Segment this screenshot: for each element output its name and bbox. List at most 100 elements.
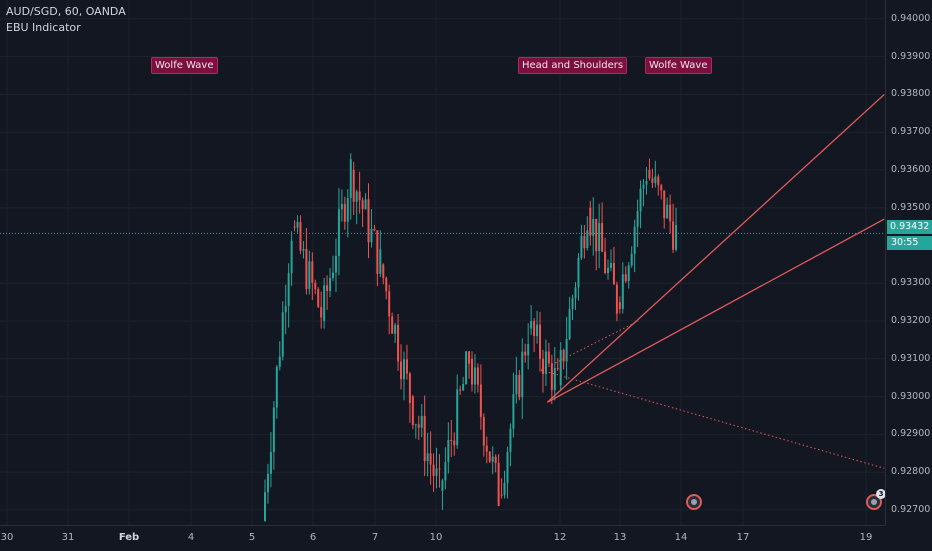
candle-body [432, 464, 435, 476]
candle-body [612, 262, 615, 285]
candle-body [509, 428, 512, 452]
candle-body [349, 159, 352, 198]
candle-body [358, 191, 361, 201]
candle-body [580, 235, 583, 258]
candle-body [323, 285, 326, 322]
candle-body [663, 190, 666, 219]
candle-body [426, 453, 429, 462]
candle-body [337, 209, 340, 256]
candle-body [388, 291, 391, 317]
candle-body [429, 453, 432, 465]
candles [264, 153, 678, 522]
candle-body [544, 351, 547, 374]
candle-body [654, 176, 657, 183]
price-axis[interactable]: 0.94000 0.93900 0.93800 0.93700 0.93600 0.935… [885, 0, 932, 525]
candle-body [609, 262, 612, 268]
price-tick-label: 0.93300 [891, 277, 931, 289]
candle-body [355, 191, 358, 202]
candle-body [518, 374, 521, 398]
candle-body [500, 494, 503, 496]
symbol-title[interactable]: AUD/SGD, 60, OANDA [6, 5, 126, 18]
candle-body [666, 204, 669, 219]
candle-body [527, 344, 530, 356]
candle-body [287, 273, 290, 306]
candle-body [651, 178, 654, 183]
candle-body [675, 225, 678, 250]
trend-lines [540, 93, 885, 469]
price-tick-label: 0.93100 [891, 352, 931, 364]
candle-body [604, 251, 607, 274]
price-tick-label: 0.93200 [891, 315, 931, 327]
candle-body [488, 451, 491, 462]
candle-body [290, 240, 293, 274]
pattern-label-head-and-shoulders[interactable]: Head and Shoulders [518, 57, 628, 74]
candle-body [408, 373, 411, 403]
candle-body [453, 440, 456, 446]
price-tick-label: 0.93500 [891, 201, 931, 213]
candle-body [607, 267, 610, 274]
candle-body [491, 456, 494, 462]
candle-body [272, 407, 275, 452]
indicator-name[interactable]: EBU Indicator [6, 21, 81, 34]
candle-body [423, 415, 426, 462]
candle-body [296, 221, 299, 228]
time-tick-label: 6 [309, 532, 317, 543]
chart-legend: AUD/SGD, 60, OANDA EBU Indicator [6, 4, 126, 36]
candle-body [373, 228, 376, 231]
candle-body [559, 349, 562, 386]
candle-body [550, 363, 553, 391]
candle-body [346, 197, 349, 222]
time-tick-label: 30 [0, 532, 14, 543]
candle-body [317, 289, 320, 308]
price-tick-label: 0.94000 [891, 12, 931, 24]
time-axis[interactable]: 30 31 Feb 4 5 6 7 10 12 13 14 17 19 [0, 525, 885, 551]
candle-body [556, 368, 559, 370]
time-tick-label: 4 [187, 532, 195, 543]
candle-body [660, 185, 663, 191]
candle-body [485, 445, 488, 452]
candle-body [672, 221, 675, 250]
candle-body [320, 307, 323, 318]
candle-body [479, 384, 482, 417]
candle-body [506, 451, 509, 483]
candle-body [264, 492, 266, 522]
candle-body [586, 230, 589, 249]
current-price-label: 0.93432 [887, 220, 932, 234]
candle-body [332, 272, 335, 278]
candle-body [592, 218, 595, 236]
candle-body [444, 462, 447, 481]
pattern-label-wolfe-wave[interactable]: Wolfe Wave [645, 57, 712, 74]
candle-body [598, 223, 601, 252]
chart-area[interactable]: AUD/SGD, 60, OANDA EBU Indicator Wolfe W… [0, 0, 886, 525]
candle-body [343, 204, 346, 222]
candle-body [400, 361, 403, 380]
candle-body [391, 316, 394, 334]
candle-body [311, 261, 314, 283]
candle-body [367, 199, 370, 243]
pattern-label-wolfe-wave[interactable]: Wolfe Wave [151, 57, 218, 74]
candle-body [293, 226, 296, 228]
candle-body [645, 181, 648, 185]
candle-body [417, 424, 420, 428]
candle-body [621, 274, 624, 310]
time-tick-label: 14 [674, 532, 688, 543]
dotted-trend-line [540, 369, 885, 469]
event-icon[interactable] [686, 494, 702, 510]
candle-body [468, 351, 471, 364]
candle-body [565, 338, 568, 362]
candle-body [402, 359, 405, 380]
candle-body [571, 298, 574, 310]
candle-body [512, 394, 515, 429]
candle-body [473, 367, 476, 385]
candle-body [583, 235, 586, 249]
time-tick-label: 5 [248, 532, 256, 543]
candle-body [657, 176, 660, 186]
candle-body [405, 359, 408, 374]
candle-body [302, 249, 305, 251]
candle-body [329, 277, 332, 292]
candlestick-chart[interactable] [0, 0, 885, 525]
time-tick-label: 10 [429, 532, 443, 543]
candle-body [630, 253, 633, 266]
candle-body [642, 184, 645, 189]
candle-body [648, 169, 651, 179]
